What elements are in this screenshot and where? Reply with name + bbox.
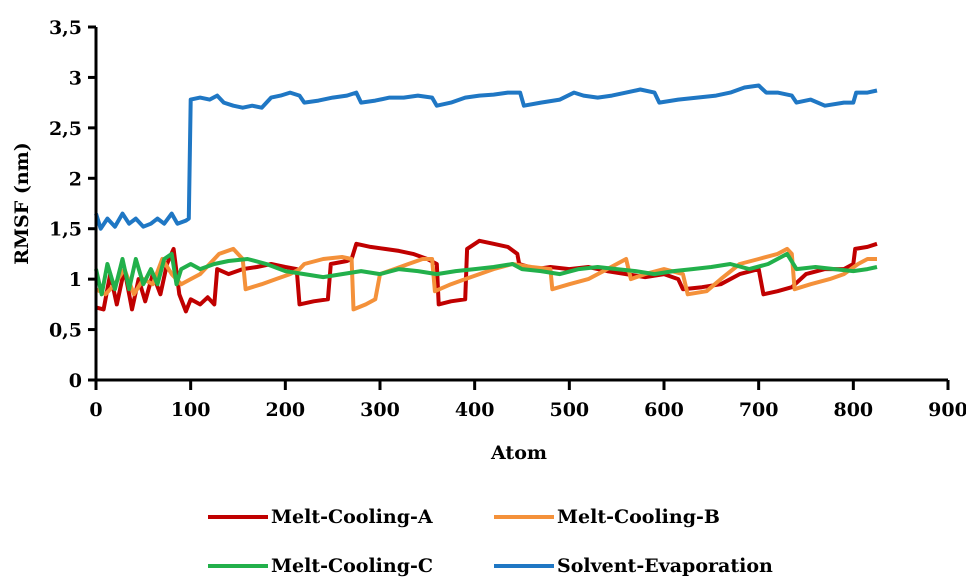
legend-label: Melt-Cooling-B [557,506,720,528]
y-ticks: 0 0,5 1 1,5 2 2,5 3 3,5 [49,17,96,392]
legend-label: Melt-Cooling-A [271,506,433,528]
x-tick-label: 800 [833,399,873,421]
legend-label: Solvent-Evaporation [557,555,773,577]
y-tick-label: 1,5 [49,219,82,241]
x-tick-label: 300 [360,399,400,421]
x-tick-label: 200 [265,399,305,421]
x-tick-label: 500 [549,399,589,421]
x-axis-title: Atom [490,442,547,464]
y-tick-label: 2,5 [49,118,82,140]
x-ticks: 0 100 200 300 400 500 600 700 800 900 [89,380,966,421]
y-tick-label: 0 [69,370,82,392]
y-tick-label: 1 [69,269,82,291]
x-tick-label: 600 [644,399,684,421]
series-line-solvent-evaporation [94,83,878,231]
y-tick-label: 3 [69,67,82,89]
y-tick-label: 0,5 [49,320,82,342]
series-line-melt-cooling-c [94,251,878,297]
x-tick-label: 900 [928,399,966,421]
series-line-melt-cooling-b [95,246,877,312]
x-tick-label: 0 [89,399,102,421]
legend-label: Melt-Cooling-C [271,555,433,577]
x-tick-label: 100 [171,399,211,421]
y-tick-label: 3,5 [49,17,82,39]
series-line-melt-cooling-a [95,238,878,314]
x-tick-label: 400 [455,399,495,421]
y-tick-label: 2 [69,168,82,190]
plot-lines [94,83,878,314]
x-tick-label: 700 [739,399,779,421]
y-axis-title: RMSF (nm) [11,142,33,265]
legend: Melt-Cooling-A Melt-Cooling-B Melt-Cooling… [208,506,773,577]
